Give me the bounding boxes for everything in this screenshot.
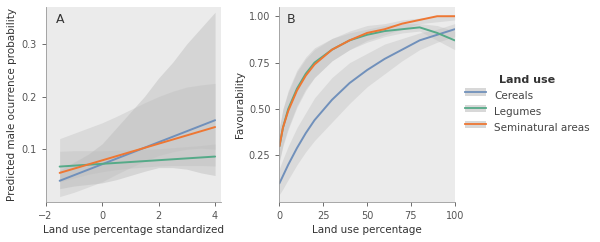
Legend: Cereals, Legumes, Seminatural areas: Cereals, Legumes, Seminatural areas <box>461 72 593 137</box>
Text: A: A <box>56 13 65 26</box>
X-axis label: Land use percentage: Land use percentage <box>312 225 422 235</box>
Y-axis label: Favourability: Favourability <box>235 71 245 138</box>
Y-axis label: Predicted male ocurrence probability: Predicted male ocurrence probability <box>7 8 17 201</box>
X-axis label: Land use percentage standardized: Land use percentage standardized <box>43 225 224 235</box>
Text: B: B <box>286 13 295 26</box>
